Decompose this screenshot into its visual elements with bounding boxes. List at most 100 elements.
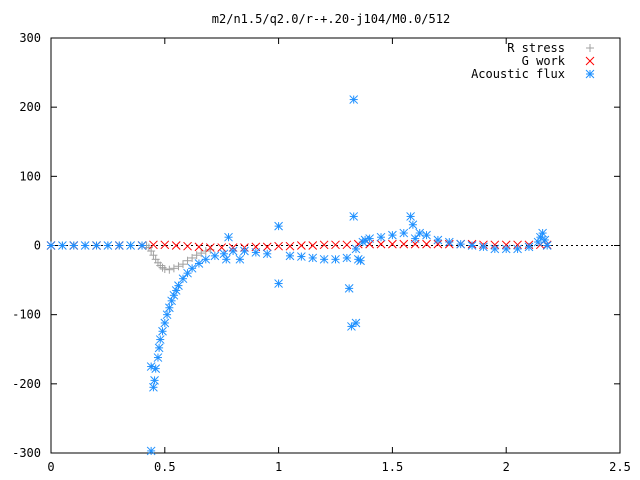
data-point bbox=[147, 247, 156, 256]
data-point bbox=[422, 239, 431, 249]
data-point bbox=[349, 95, 359, 104]
data-point bbox=[46, 241, 56, 250]
data-point bbox=[164, 303, 174, 313]
data-point bbox=[162, 310, 172, 320]
data-point bbox=[422, 230, 431, 240]
data-point bbox=[174, 281, 183, 290]
data-point bbox=[408, 220, 418, 230]
data-point bbox=[262, 242, 272, 252]
data-point bbox=[353, 254, 363, 264]
chart-title: m2/n1.5/q2.0/r-+.20-j104/M0.0/512 bbox=[212, 12, 450, 26]
data-point bbox=[165, 265, 174, 274]
data-point bbox=[490, 244, 500, 254]
data-point bbox=[114, 241, 124, 250]
legend-label: Acoustic flux bbox=[471, 67, 565, 81]
y-tick-label: 0 bbox=[34, 239, 41, 253]
data-point bbox=[342, 240, 352, 250]
data-point bbox=[144, 243, 153, 252]
data-point bbox=[349, 212, 359, 221]
data-point bbox=[217, 243, 227, 252]
data-point bbox=[187, 263, 197, 273]
data-point bbox=[297, 241, 306, 250]
y-tick-label: -100 bbox=[12, 308, 41, 322]
data-point bbox=[542, 241, 552, 250]
data-point bbox=[103, 241, 113, 250]
data-point bbox=[376, 232, 386, 242]
data-point bbox=[183, 241, 192, 251]
y-tick-label: 300 bbox=[19, 31, 41, 45]
legend-label: R stress bbox=[507, 41, 565, 55]
data-point bbox=[194, 259, 204, 268]
data-point bbox=[153, 353, 163, 362]
data-point bbox=[297, 252, 306, 261]
data-point bbox=[406, 212, 415, 221]
data-point bbox=[151, 364, 161, 373]
data-point bbox=[194, 242, 204, 252]
data-point bbox=[274, 279, 283, 288]
data-point bbox=[538, 228, 547, 238]
legend-marker bbox=[585, 56, 595, 66]
y-tick-label: 100 bbox=[19, 169, 41, 183]
data-point bbox=[410, 234, 420, 243]
data-point bbox=[146, 446, 156, 456]
data-point bbox=[376, 239, 386, 249]
data-point bbox=[351, 244, 361, 254]
data-point bbox=[160, 318, 170, 328]
data-point bbox=[137, 241, 147, 250]
data-point bbox=[210, 251, 220, 261]
data-point bbox=[188, 253, 197, 262]
data-point bbox=[501, 240, 511, 250]
y-tick-label: -200 bbox=[12, 377, 41, 391]
x-tick-label: 1.5 bbox=[382, 460, 404, 474]
data-point bbox=[285, 241, 295, 251]
data-point bbox=[274, 241, 283, 251]
data-point bbox=[399, 228, 409, 238]
legend-marker bbox=[586, 44, 594, 52]
data-point bbox=[126, 241, 136, 250]
data-point bbox=[433, 235, 443, 245]
data-point bbox=[201, 247, 210, 256]
data-point bbox=[388, 230, 397, 240]
series-layer bbox=[46, 95, 552, 456]
data-point bbox=[262, 249, 272, 259]
data-point bbox=[154, 343, 164, 353]
series-acoustic-flux bbox=[46, 95, 552, 456]
data-point bbox=[80, 241, 90, 250]
data-point bbox=[344, 284, 354, 293]
data-point bbox=[160, 265, 169, 274]
data-point bbox=[347, 322, 356, 331]
x-tick-label: 1 bbox=[275, 460, 282, 474]
data-point bbox=[285, 251, 295, 261]
data-point bbox=[415, 228, 425, 238]
data-point bbox=[388, 239, 397, 249]
data-point bbox=[155, 335, 165, 344]
data-point bbox=[179, 260, 188, 269]
data-point bbox=[149, 240, 158, 250]
data-point bbox=[221, 254, 231, 264]
data-point bbox=[319, 240, 329, 250]
data-point bbox=[444, 237, 454, 247]
data-point bbox=[235, 254, 245, 264]
data-point bbox=[197, 249, 206, 258]
data-point bbox=[158, 263, 167, 272]
data-point bbox=[319, 254, 329, 264]
data-point bbox=[331, 240, 340, 250]
legend-marker bbox=[585, 69, 595, 79]
data-point bbox=[456, 239, 466, 249]
x-tick-label: 0 bbox=[47, 460, 54, 474]
data-point bbox=[331, 254, 340, 264]
ticks: 0 0.5 1 1.5 2 2.5 -300 -200 -100 0 100 200 300 bbox=[12, 31, 631, 474]
data-point bbox=[178, 274, 188, 284]
data-point bbox=[490, 240, 500, 250]
data-point bbox=[513, 240, 522, 250]
data-point bbox=[433, 239, 443, 249]
data-point bbox=[69, 241, 79, 250]
data-point bbox=[513, 244, 522, 254]
data-point bbox=[240, 246, 249, 256]
legend-label: G work bbox=[522, 54, 566, 68]
data-point bbox=[524, 242, 534, 252]
data-point bbox=[342, 253, 352, 263]
data-point bbox=[171, 241, 181, 250]
